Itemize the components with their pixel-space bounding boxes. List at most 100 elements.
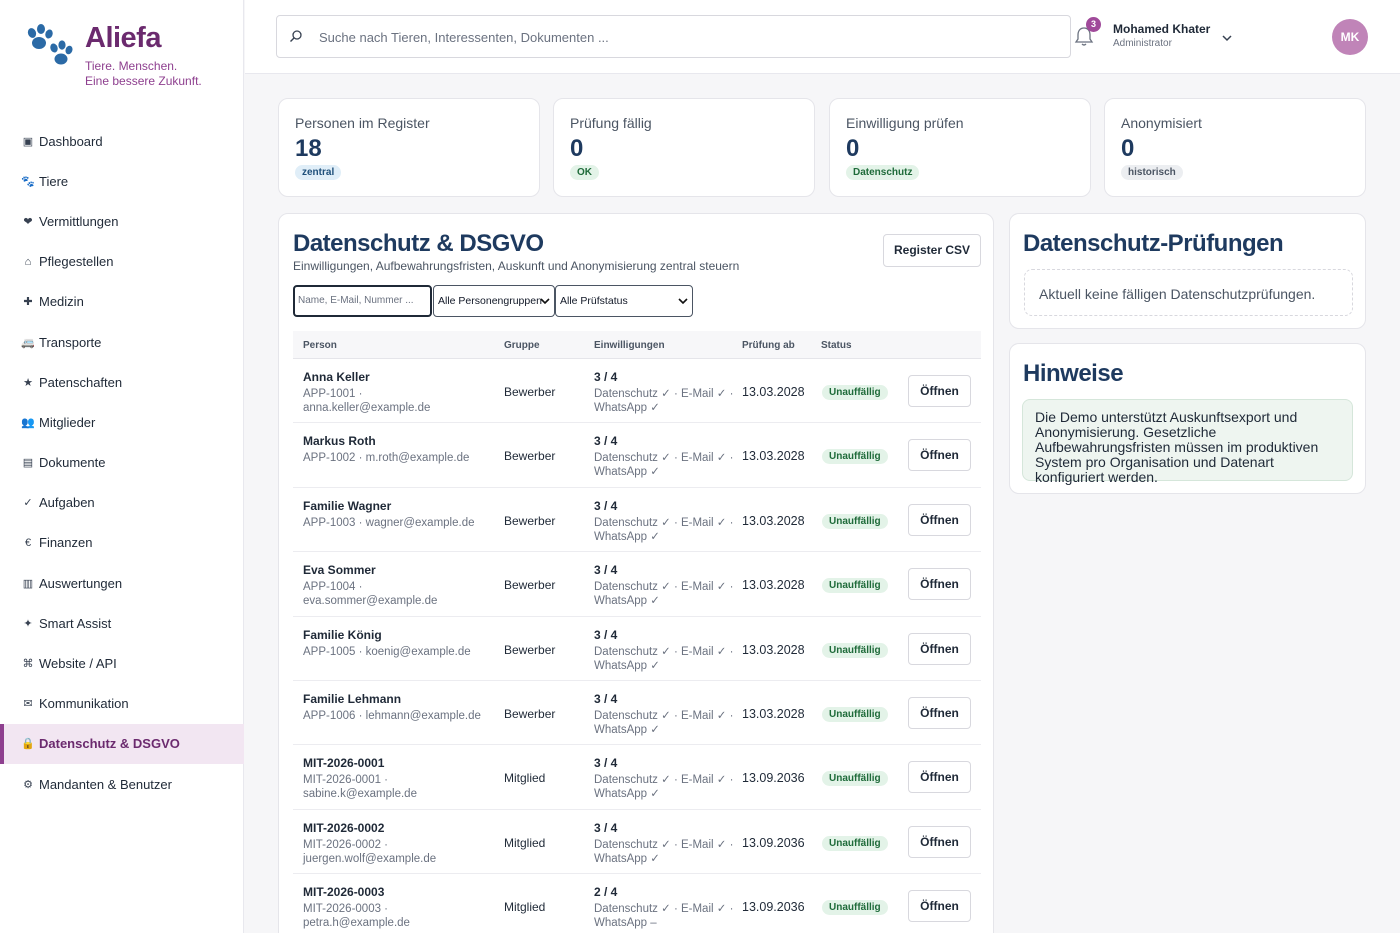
sidebar-item-website-api[interactable]: ⌘ Website / API <box>0 643 244 683</box>
open-button[interactable]: Öffnen <box>908 761 971 794</box>
sidebar-item-label: Finanzen <box>39 535 93 551</box>
open-button[interactable]: Öffnen <box>908 503 971 536</box>
open-button[interactable]: Öffnen <box>908 890 971 923</box>
sidebar-item-transporte[interactable]: 🚐 Transporte <box>0 322 244 362</box>
open-button[interactable]: Öffnen <box>908 568 971 601</box>
person-meta: APP-1006 · lehmann@example.de <box>303 709 481 722</box>
sidebar-item-aufgaben[interactable]: ✓ Aufgaben <box>0 483 244 523</box>
sidebar-item-label: Mitglieder <box>39 414 96 430</box>
sidebar-item-auswertungen[interactable]: ▥ Auswertungen <box>0 563 244 603</box>
person-name: MIT-2026-0003 <box>303 885 385 900</box>
open-button[interactable]: Öffnen <box>908 825 971 858</box>
mail-icon: ✉ <box>23 698 33 711</box>
consent-detail: Datenschutz ✓ · E-Mail ✓ · WhatsApp ✓ <box>594 838 734 865</box>
sidebar-item-label: Website / API <box>39 656 117 672</box>
gear-icon: ⚙ <box>23 778 33 791</box>
open-button[interactable]: Öffnen <box>908 375 971 407</box>
privacy-register-card: Datenschutz & DSGVO Einwilligungen, Aufb… <box>278 213 994 933</box>
consent-detail: Datenschutz ✓ · E-Mail ✓ · WhatsApp – <box>594 903 734 930</box>
notifications-button[interactable]: 3 <box>1073 17 1101 48</box>
search-placeholder: Suche nach Tieren, Interessenten, Dokume… <box>319 30 609 45</box>
sidebar-item-tiere[interactable]: 🐾 Tiere <box>0 161 244 201</box>
document-icon: ▤ <box>22 457 34 470</box>
sidebar: Aliefa Tiere. Menschen. Eine bessere Zuk… <box>0 0 244 933</box>
register-csv-button[interactable]: Register CSV <box>883 234 981 267</box>
sidebar-item-medizin[interactable]: ✚ Medizin <box>0 282 244 322</box>
person-meta: MIT-2026-0001 · sabine.k@example.de <box>303 774 417 801</box>
lock-icon: 🔒 <box>21 738 35 751</box>
sidebar-item-patenschaften[interactable]: ★ Patenschaften <box>0 362 244 402</box>
sidebar-item-dashboard[interactable]: ▣ Dashboard <box>0 121 244 161</box>
sidebar-item-label: Dokumente <box>39 455 106 471</box>
search-input[interactable]: Suche nach Tieren, Interessenten, Dokume… <box>276 15 1071 58</box>
column-review-date: Prüfung ab <box>742 340 795 351</box>
sparkle-icon: ✦ <box>23 617 33 630</box>
consent-count: 3 / 4 <box>594 498 618 513</box>
reviews-empty-text: Aktuell keine fälligen Datenschutzprüfun… <box>1039 286 1316 302</box>
dashboard-icon: ▣ <box>22 135 34 148</box>
sidebar-item-dokumente[interactable]: ▤ Dokumente <box>0 443 244 483</box>
euro-icon: € <box>24 536 32 549</box>
page-subtitle: Einwilligungen, Aufbewahrungsfristen, Au… <box>293 259 740 273</box>
open-button[interactable]: Öffnen <box>908 632 971 665</box>
open-button[interactable]: Öffnen <box>908 696 971 729</box>
sidebar-item-mandanten-benutzer[interactable]: ⚙ Mandanten & Benutzer <box>0 764 244 804</box>
person-filter-input[interactable]: Name, E-Mail, Nummer ... <box>293 285 432 317</box>
person-meta: APP-1005 · koenig@example.de <box>303 645 471 658</box>
paw-logo-icon <box>27 24 73 65</box>
sidebar-item-finanzen[interactable]: € Finanzen <box>0 523 244 563</box>
person-meta: MIT-2026-0002 · juergen.wolf@example.de <box>303 838 437 865</box>
group-select[interactable]: Alle Personengruppen <box>433 285 555 317</box>
review-date: 13.03.2028 <box>742 385 805 399</box>
sidebar-item-label: Auswertungen <box>39 575 123 591</box>
stat-value: 0 <box>570 135 584 162</box>
consent-detail: Datenschutz ✓ · E-Mail ✓ · WhatsApp ✓ <box>594 709 734 736</box>
reviews-title: Datenschutz-Prüfungen <box>1023 230 1284 257</box>
chevron-down-icon[interactable] <box>1221 33 1233 43</box>
consent-count: 3 / 4 <box>594 563 618 578</box>
notes-card: Hinweise Die Demo unterstützt Auskunftse… <box>1009 343 1366 494</box>
page-title: Datenschutz & DSGVO <box>293 230 544 257</box>
person-group: Bewerber <box>504 513 556 528</box>
stat-value: 18 <box>295 135 322 162</box>
plus-icon: ✚ <box>23 296 33 309</box>
status-badge: Unauffällig <box>822 578 888 594</box>
consent-detail: Datenschutz ✓ · E-Mail ✓ · WhatsApp ✓ <box>594 645 734 672</box>
review-date: 13.03.2028 <box>742 642 805 657</box>
person-name: Familie Lehmann <box>303 691 402 706</box>
person-meta: APP-1004 · eva.sommer@example.de <box>303 581 438 608</box>
person-group: Mitglied <box>504 900 546 915</box>
table-row: Familie Lehmann APP-1006 · lehmann@exampl… <box>293 681 981 746</box>
sidebar-item-smart-assist[interactable]: ✦ Smart Assist <box>0 603 244 643</box>
sidebar-item-mitglieder[interactable]: 👥 Mitglieder <box>0 402 244 442</box>
stat-badge: Datenschutz <box>846 165 920 180</box>
stat-label: Einwilligung prüfen <box>846 115 964 131</box>
person-group: Mitglied <box>504 835 546 850</box>
command-icon: ⌘ <box>22 658 34 671</box>
sidebar-item-kommunikation[interactable]: ✉ Kommunikation <box>0 684 244 724</box>
sidebar-item-label: Medizin <box>39 294 84 310</box>
sidebar-item-pflegestellen[interactable]: ⌂ Pflegestellen <box>0 242 244 282</box>
status-select[interactable]: Alle Prüfstatus <box>555 285 693 317</box>
consent-detail: Datenschutz ✓ · E-Mail ✓ · WhatsApp ✓ <box>594 516 734 543</box>
sidebar-item-datenschutz-dsgvo[interactable]: 🔒 Datenschutz & DSGVO <box>0 723 244 764</box>
brand-logo[interactable]: Aliefa Tiere. Menschen. Eine bessere Zuk… <box>22 22 232 92</box>
open-button[interactable]: Öffnen <box>908 439 971 472</box>
search-icon <box>290 30 302 42</box>
person-name: Markus Roth <box>303 434 376 449</box>
status-badge: Unauffällig <box>822 513 888 529</box>
user-name[interactable]: Mohamed Khater <box>1113 22 1211 36</box>
stat-badge: OK <box>570 165 599 180</box>
stat-label: Anonymisiert <box>1121 115 1202 131</box>
sidebar-item-vermittlungen[interactable]: ❤ Vermittlungen <box>0 201 244 241</box>
avatar[interactable]: MK <box>1332 19 1368 55</box>
stat-card: Anonymisiert 0 historisch <box>1104 98 1366 197</box>
consent-count: 2 / 4 <box>594 885 618 900</box>
status-badge: Unauffällig <box>822 706 888 722</box>
status-badge: Unauffällig <box>822 900 888 916</box>
stat-label: Prüfung fällig <box>570 115 652 131</box>
status-select-value: Alle Prüfstatus <box>560 295 628 307</box>
review-date: 13.03.2028 <box>742 578 805 593</box>
consent-detail: Datenschutz ✓ · E-Mail ✓ · WhatsApp ✓ <box>594 388 734 414</box>
status-badge: Unauffällig <box>822 835 888 851</box>
